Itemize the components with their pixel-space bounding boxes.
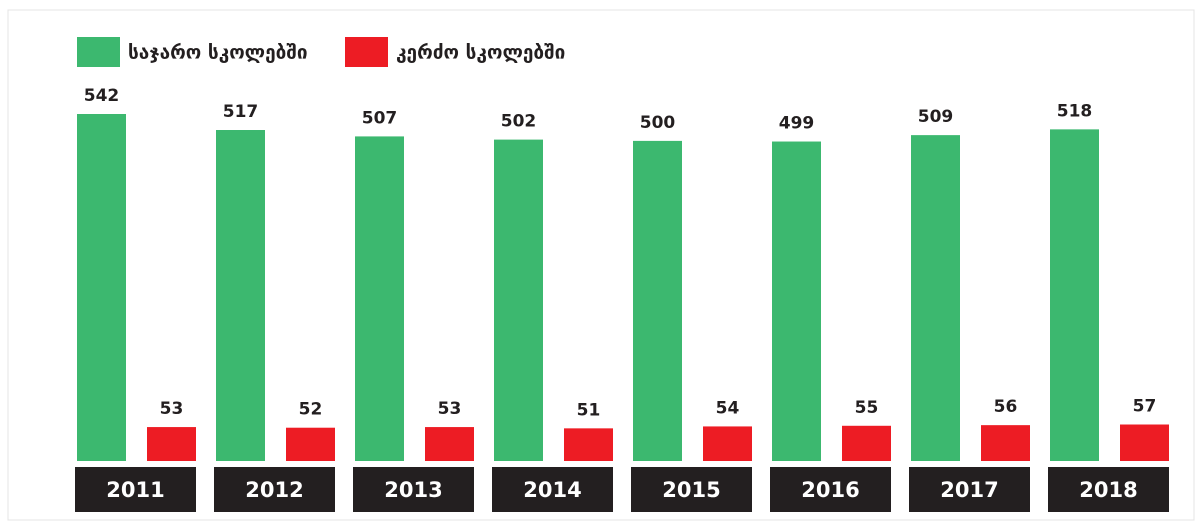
year-box xyxy=(909,467,1030,512)
bar xyxy=(77,114,126,461)
bar xyxy=(564,428,613,461)
bar xyxy=(147,427,196,461)
year-box xyxy=(631,467,752,512)
value-label: 52 xyxy=(299,400,323,420)
bar xyxy=(981,425,1030,461)
value-label: 53 xyxy=(438,399,462,419)
value-label: 51 xyxy=(577,400,601,420)
x-tick-label: 2018 xyxy=(1079,478,1137,502)
year-box xyxy=(770,467,891,512)
value-label: 55 xyxy=(855,398,879,418)
bar xyxy=(355,136,404,461)
value-label: 509 xyxy=(918,107,954,127)
x-tick-label: 2011 xyxy=(106,478,164,502)
bar xyxy=(772,141,821,461)
value-label: 499 xyxy=(779,114,815,134)
legend-swatch xyxy=(345,37,388,67)
year-box xyxy=(492,467,613,512)
x-tick-label: 2016 xyxy=(801,478,859,502)
year-box xyxy=(1048,467,1169,512)
value-label: 500 xyxy=(640,113,676,133)
legend-swatch xyxy=(77,37,120,67)
value-label: 542 xyxy=(84,86,120,106)
value-label: 507 xyxy=(362,108,398,128)
value-label: 53 xyxy=(160,399,184,419)
bar xyxy=(842,425,891,461)
year-box xyxy=(353,467,474,512)
value-label: 502 xyxy=(501,112,537,132)
bar xyxy=(633,140,682,462)
bar xyxy=(911,135,960,461)
year-box xyxy=(214,467,335,512)
value-label: 54 xyxy=(716,398,740,418)
year-box xyxy=(75,467,196,512)
bar xyxy=(1120,424,1169,461)
value-label: 517 xyxy=(223,102,259,122)
x-tick-label: 2015 xyxy=(662,478,720,502)
bar xyxy=(286,427,335,461)
value-label: 56 xyxy=(994,397,1018,417)
x-tick-label: 2013 xyxy=(384,478,442,502)
value-label: 518 xyxy=(1057,101,1093,121)
bar xyxy=(425,427,474,461)
value-label: 57 xyxy=(1133,397,1157,417)
bar xyxy=(494,139,543,461)
legend-label: საჯარო სკოლებში xyxy=(128,42,308,64)
bar xyxy=(216,130,265,461)
x-tick-label: 2017 xyxy=(940,478,998,502)
x-tick-label: 2014 xyxy=(523,478,581,502)
bar xyxy=(1050,129,1099,462)
x-tick-label: 2012 xyxy=(245,478,303,502)
bar xyxy=(703,426,752,461)
legend-label: კერძო სკოლებში xyxy=(396,42,565,64)
